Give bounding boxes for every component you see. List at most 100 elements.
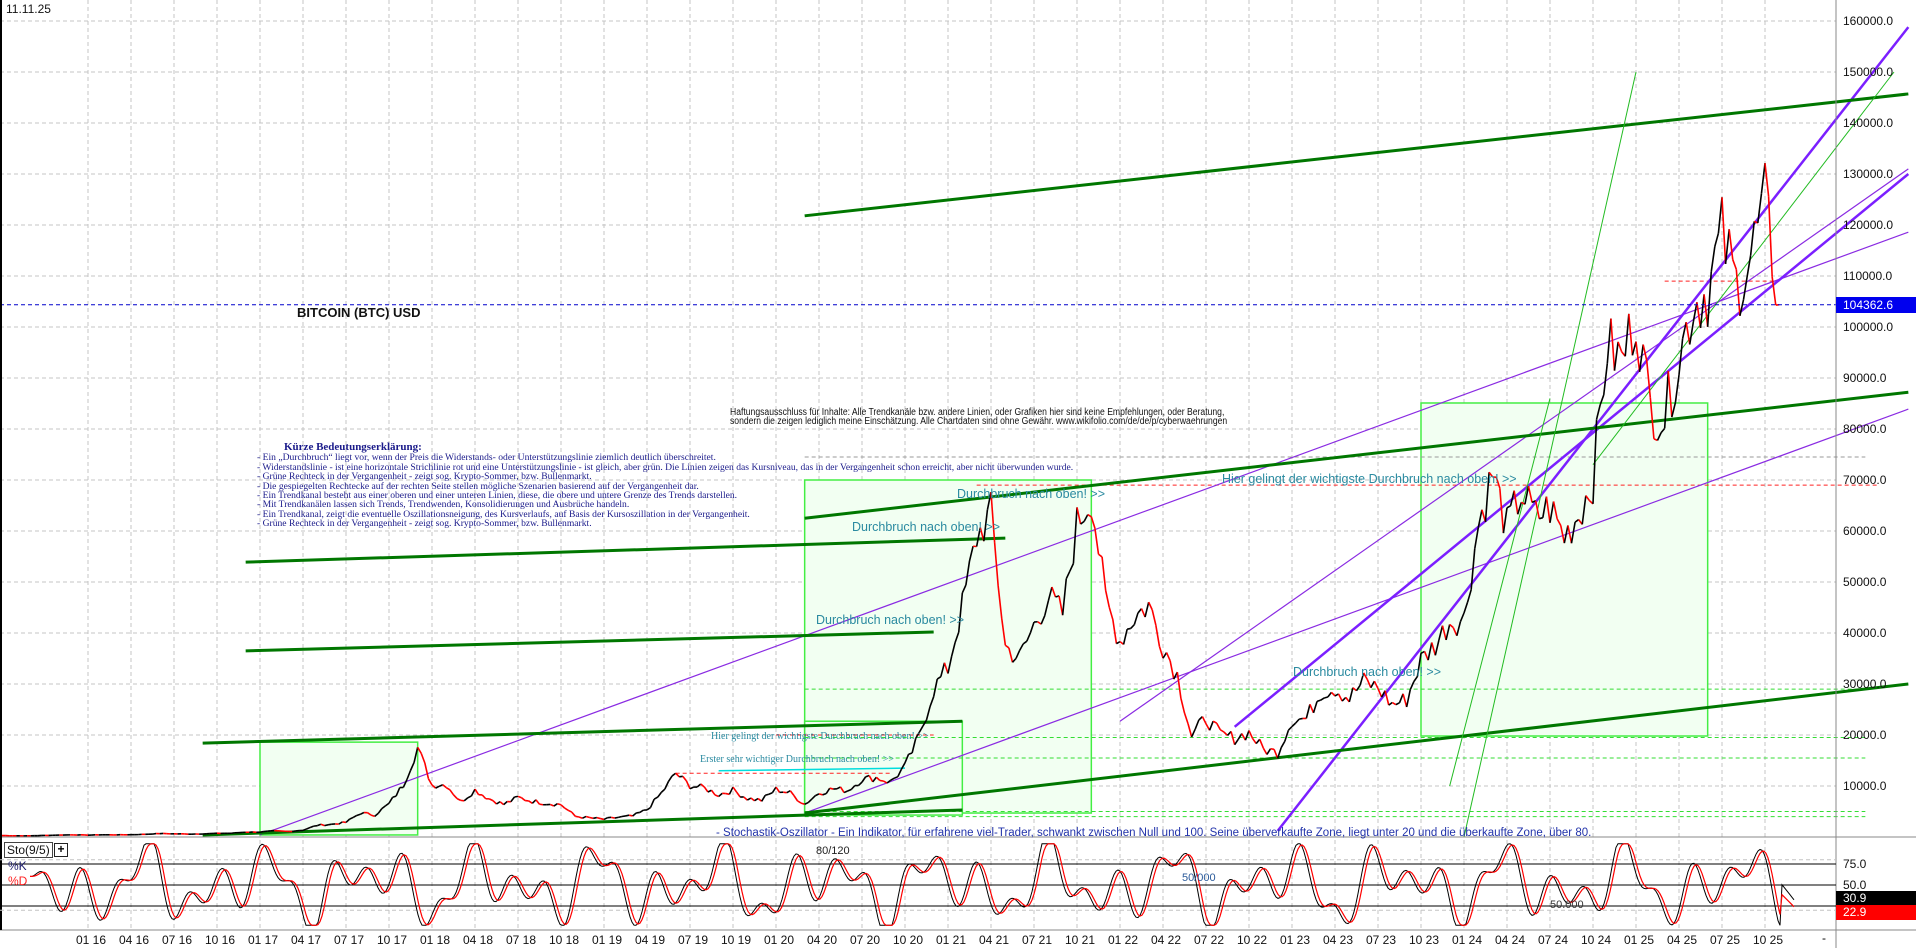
price-segment — [760, 794, 766, 802]
price-segment — [1201, 716, 1207, 725]
price-segment — [1151, 609, 1157, 626]
price-segment — [1112, 619, 1118, 644]
price-segment — [1047, 586, 1053, 602]
price-segment — [1104, 590, 1111, 608]
price-segment — [968, 546, 974, 562]
price-segment — [703, 786, 709, 793]
x-tick-label: 04 21 — [979, 933, 1010, 947]
price-segment — [735, 791, 741, 798]
price-segment — [1671, 402, 1677, 418]
price-segment — [374, 812, 379, 817]
price-segment — [975, 527, 982, 547]
price-segment — [1284, 729, 1290, 742]
x-tick-label: 07 19 — [678, 933, 709, 947]
price-segment — [911, 738, 917, 754]
price-segment — [427, 778, 433, 786]
k-value-label: 30.9 — [1836, 891, 1916, 906]
price-segment — [918, 725, 924, 733]
price-segment — [1330, 691, 1336, 697]
price-segment — [1602, 363, 1609, 396]
annotation-breakout: Durchbruch nach oben! >> — [816, 613, 965, 627]
price-segment — [593, 816, 597, 820]
price-segment — [1158, 646, 1164, 659]
price-segment — [893, 775, 899, 779]
price-segment — [625, 814, 630, 817]
annotation-breakout: Durchbruch nach oben! >> — [957, 487, 1106, 501]
price-segment — [696, 783, 702, 788]
price-segment — [1656, 432, 1662, 441]
price-segment — [1502, 507, 1508, 534]
price-segment — [868, 775, 874, 783]
trend-line — [202, 719, 963, 745]
price-segment — [1276, 747, 1283, 759]
y-tick-label: 160000.0 — [1843, 14, 1894, 28]
price-segment — [463, 797, 469, 802]
price-segment — [800, 802, 805, 805]
price-segment — [861, 776, 867, 783]
price-segment — [671, 772, 677, 777]
price-segment — [503, 800, 508, 806]
price-segment — [578, 816, 583, 819]
y-tick-label: 80000.0 — [1843, 422, 1887, 436]
x-tick-label: 07 23 — [1366, 933, 1397, 947]
x-tick-label: 10 21 — [1065, 933, 1096, 947]
y-tick-label: 130000.0 — [1843, 167, 1894, 181]
price-segment — [1527, 485, 1533, 503]
x-tick-label: 07 22 — [1194, 933, 1225, 947]
price-segment — [1484, 472, 1490, 523]
price-segment — [732, 786, 738, 793]
x-tick-label: 01 17 — [248, 933, 279, 947]
price-segment — [786, 790, 791, 794]
price-segment — [1728, 229, 1734, 260]
price-segment — [1764, 163, 1770, 197]
x-tick-label: 04 22 — [1151, 933, 1182, 947]
indicator-name[interactable]: Sto(9/5) — [4, 842, 53, 858]
legend-line: - Ein „Durchbruch“ liegt vor, wenn der P… — [257, 452, 716, 464]
price-segment — [309, 825, 315, 829]
price-segment — [897, 768, 903, 778]
price-segment — [409, 762, 415, 771]
price-segment — [879, 779, 884, 782]
price-segment — [1090, 516, 1096, 529]
x-tick-label: 01 23 — [1280, 933, 1311, 947]
price-segment — [1026, 632, 1032, 642]
price-segment — [639, 809, 644, 814]
price-segment — [649, 798, 655, 808]
price-segment — [667, 775, 673, 782]
y-tick-label: 120000.0 — [1843, 218, 1894, 232]
price-segment — [1613, 341, 1619, 371]
price-segment — [413, 747, 419, 763]
price-segment — [1291, 722, 1297, 728]
price-segment — [865, 774, 870, 778]
price-segment — [1473, 527, 1480, 549]
price-segment — [306, 826, 311, 830]
price-segment — [1628, 313, 1634, 356]
price-segment — [614, 816, 619, 819]
price-segment — [1241, 733, 1247, 741]
price-segment — [979, 527, 985, 542]
price-segment — [1767, 196, 1773, 277]
price-segment — [700, 783, 705, 788]
price-segment — [359, 811, 365, 816]
price-segment — [961, 584, 967, 594]
price-segment — [1423, 651, 1429, 661]
chart-date: 11.11.25 — [6, 2, 51, 16]
price-segment — [900, 762, 906, 770]
price-segment — [553, 803, 558, 807]
price-segment — [517, 795, 522, 799]
x-tick-label: 04 18 — [463, 933, 494, 947]
price-segment — [653, 796, 659, 800]
zoom-out-button[interactable]: - — [1822, 931, 1826, 945]
price-segment — [292, 830, 296, 833]
price-segment — [1413, 676, 1419, 683]
plus-icon[interactable]: + — [54, 843, 68, 857]
price-segment — [1022, 640, 1028, 645]
price-segment — [1456, 621, 1462, 636]
price-segment — [356, 813, 361, 817]
price-segment — [456, 797, 462, 802]
price-segment — [718, 792, 723, 798]
price-segment — [1585, 495, 1591, 502]
price-segment — [1452, 627, 1458, 637]
x-tick-label: 10 24 — [1581, 933, 1612, 947]
